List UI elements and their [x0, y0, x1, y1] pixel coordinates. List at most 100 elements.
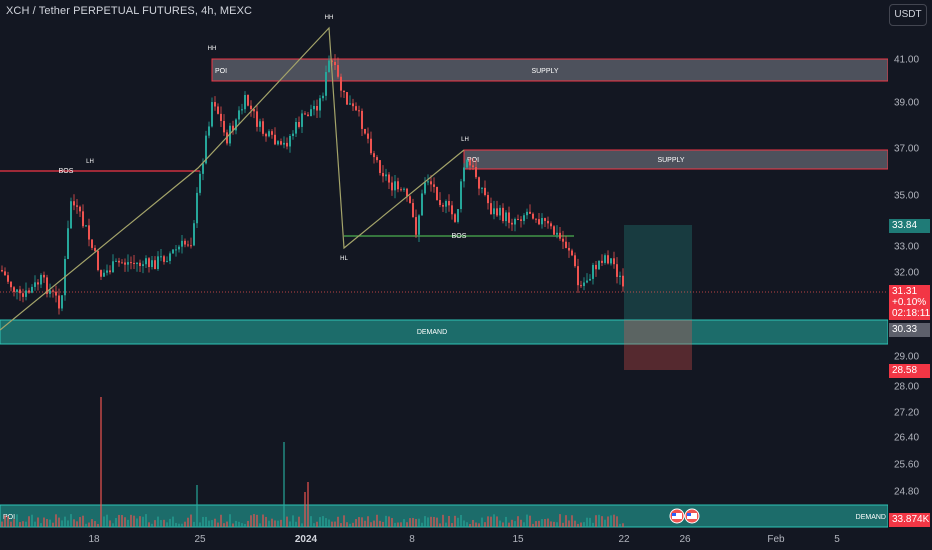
- volume-bar: [214, 518, 216, 527]
- candle-body: [205, 135, 207, 164]
- candle-body: [403, 188, 405, 190]
- candle-body: [49, 290, 51, 294]
- volume-bar: [391, 518, 393, 527]
- candle-body: [256, 111, 258, 127]
- volume-bar: [175, 522, 177, 527]
- candle-body: [1, 270, 3, 272]
- volume-bar: [592, 522, 594, 527]
- currency-button[interactable]: USDT: [889, 4, 927, 26]
- volume-bar: [451, 523, 453, 527]
- volume-bar: [574, 520, 576, 527]
- supply-zone-top[interactable]: POI SUPPLY: [211, 58, 888, 82]
- long-position-tool[interactable]: [624, 225, 692, 370]
- volume-bar: [412, 517, 414, 527]
- candle-body: [352, 103, 354, 107]
- candle-body: [10, 281, 12, 288]
- price-tick: 24.80: [894, 486, 920, 498]
- volume-bar: [577, 523, 579, 527]
- candle-body: [283, 142, 285, 145]
- candle-body: [577, 266, 579, 286]
- demand-zone[interactable]: DEMAND: [0, 319, 888, 345]
- volume-bar: [325, 518, 327, 527]
- candle-body: [301, 113, 303, 127]
- volume-bar: [181, 523, 183, 527]
- price-tick: 26.40: [894, 432, 920, 444]
- volume-bar: [169, 518, 171, 527]
- volume-bar: [319, 517, 321, 527]
- candle-body: [61, 295, 63, 309]
- volume-bar: [208, 520, 210, 527]
- volume-bar: [25, 521, 27, 527]
- candle-body: [37, 282, 39, 285]
- candle-body: [346, 92, 348, 105]
- event-flag-icon[interactable]: [669, 508, 685, 524]
- event-flag-icon[interactable]: [684, 508, 700, 524]
- volume-bar: [73, 519, 75, 527]
- volume-bar: [31, 514, 33, 527]
- candle-body: [541, 218, 543, 225]
- candle-body: [217, 106, 219, 114]
- volume-bar: [616, 516, 618, 527]
- candle-body: [253, 109, 255, 112]
- candle-body: [421, 193, 423, 216]
- candle-body: [304, 113, 306, 115]
- volume-bar: [121, 515, 123, 527]
- candle-body: [139, 262, 141, 267]
- volume-bar: [1, 521, 3, 527]
- volume-bar: [505, 516, 507, 527]
- volume-bar: [442, 514, 444, 527]
- candle-body: [232, 125, 234, 131]
- volume-bar: [379, 520, 381, 527]
- candle-body: [13, 287, 15, 292]
- candle-body: [4, 271, 6, 276]
- volume-bar: [109, 520, 111, 527]
- volume-bar: [496, 516, 498, 527]
- volume-bars: [1, 397, 624, 527]
- current-price-box: 31.31 +0.10% 02:18:11: [889, 285, 930, 320]
- candle-body: [250, 105, 252, 110]
- supply-label-mid: SUPPLY: [657, 157, 684, 164]
- candle-body: [508, 212, 510, 223]
- volume-bar: [607, 516, 609, 527]
- volume-bar: [37, 517, 39, 527]
- volume-bar: [493, 514, 495, 527]
- volume-bar: [289, 521, 291, 527]
- candle-body: [547, 220, 549, 224]
- volume-bar: [313, 523, 315, 527]
- candle-body: [58, 295, 60, 309]
- volume-bar: [241, 523, 243, 527]
- candle-body: [349, 103, 351, 105]
- candle-body: [160, 256, 162, 258]
- candle-body: [22, 293, 24, 297]
- hh-label-left: HH: [208, 46, 217, 52]
- candle-body: [325, 72, 327, 96]
- volume-bar: [469, 523, 471, 527]
- price-axis[interactable]: 41.00 39.00 37.00 35.00 33.00 32.00 29.0…: [888, 0, 932, 530]
- candle-body: [517, 218, 519, 220]
- chart-area[interactable]: POI SUPPLY POI SUPPLY DEMAND POI DEMAND …: [0, 0, 888, 530]
- volume-bar: [190, 514, 192, 527]
- candle-body: [499, 207, 501, 216]
- candle-body: [16, 289, 18, 292]
- candle-body: [622, 275, 624, 287]
- date-axis[interactable]: 18 25 2024 8 15 22 26 Feb 5: [0, 530, 888, 550]
- volume-bar: [547, 518, 549, 527]
- volume-bar: [232, 523, 234, 527]
- volume-bar: [253, 514, 255, 527]
- candle-body: [67, 228, 69, 260]
- candle-body: [202, 163, 204, 174]
- volume-bar: [250, 515, 252, 527]
- volume-bar: [106, 514, 108, 527]
- candle-body: [94, 247, 96, 251]
- hh-label-top: HH: [325, 15, 334, 21]
- candle-body: [586, 280, 588, 283]
- volume-bar: [523, 522, 525, 527]
- candle-body: [409, 196, 411, 203]
- supply-label-top: SUPPLY: [531, 68, 558, 75]
- candle-body: [214, 102, 216, 107]
- candle-body: [385, 174, 387, 177]
- supply-zone-mid[interactable]: POI SUPPLY: [463, 149, 888, 170]
- candle-body: [310, 109, 312, 117]
- candle-body: [52, 290, 54, 292]
- volume-bar: [52, 522, 54, 527]
